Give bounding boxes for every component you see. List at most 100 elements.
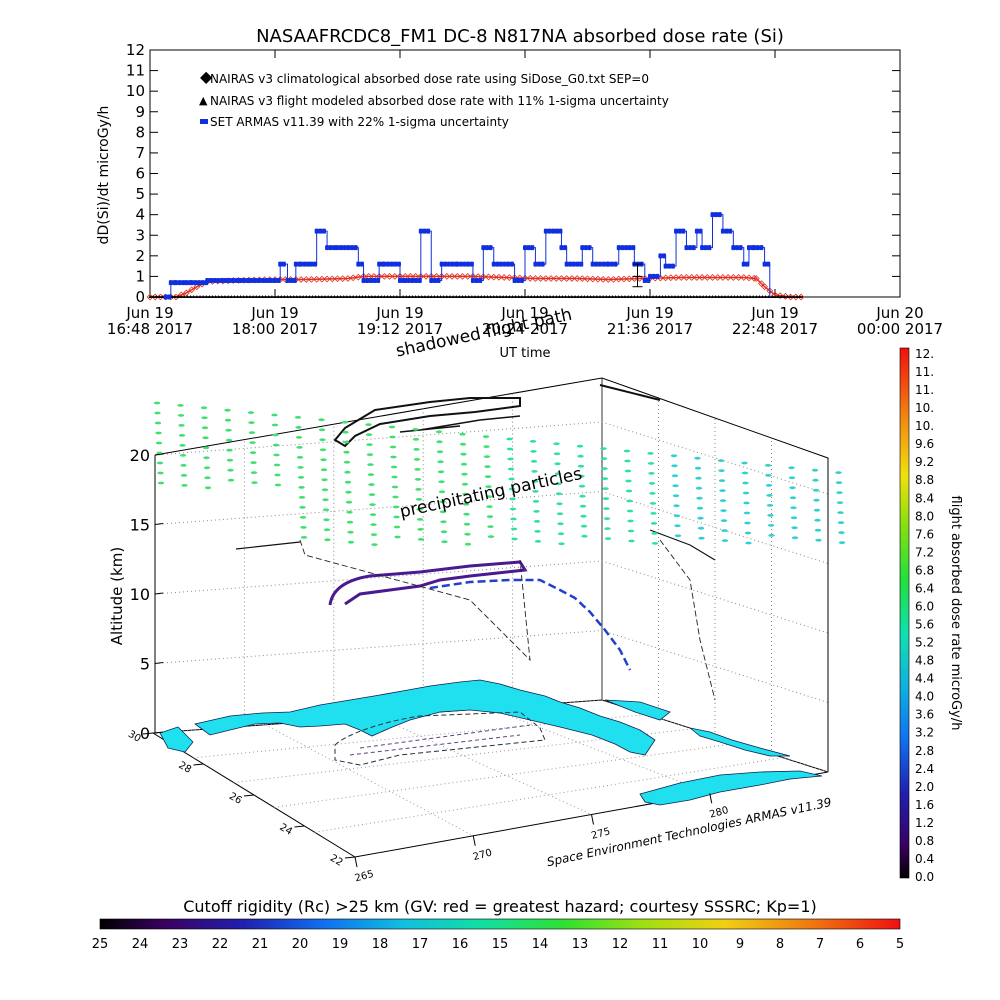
- model-point: [245, 295, 249, 298]
- model-point: [351, 295, 355, 298]
- particle-dot: [298, 496, 306, 499]
- clim-point: [318, 275, 326, 283]
- colorbar-right-tick-label: 0.0: [915, 870, 934, 884]
- armas-point: [293, 261, 298, 267]
- clim-point: [334, 275, 341, 283]
- particle-dot: [555, 492, 563, 496]
- particle-dot: [416, 508, 423, 511]
- particle-dot: [415, 488, 422, 491]
- particle-dot: [650, 522, 658, 525]
- particle-dot: [814, 528, 822, 532]
- armas-point: [738, 245, 743, 251]
- armas-point: [306, 261, 311, 267]
- model-point: [373, 295, 377, 298]
- clim-point: [193, 283, 201, 291]
- particle-dot: [322, 508, 330, 512]
- colorbar-bottom-tick-label: 13: [572, 937, 589, 952]
- particle-dot: [366, 443, 373, 446]
- particle-dot: [509, 507, 517, 511]
- particle-dot: [694, 456, 701, 460]
- model-point: [264, 295, 268, 298]
- particle-dot: [765, 484, 773, 487]
- model-point: [582, 295, 586, 298]
- y-tick-label: 0: [135, 288, 145, 306]
- model-point: [448, 295, 452, 298]
- model-point: [336, 295, 339, 298]
- particle-dot: [392, 495, 399, 499]
- armas-point: [731, 245, 736, 251]
- armas-point: [253, 278, 258, 284]
- particle-dot: [179, 444, 186, 447]
- credit-text: Space Environment Technologies ARMAS v11…: [546, 795, 833, 869]
- armas-point: [745, 261, 750, 267]
- armas-point: [342, 245, 347, 251]
- particle-dot: [321, 488, 329, 492]
- clim-point: [459, 273, 466, 280]
- clim-point: [313, 275, 321, 283]
- armas-point: [212, 278, 217, 284]
- x-tick-label-time: 18:00 2017: [232, 320, 318, 338]
- clim-point: [578, 275, 586, 283]
- model-point: [764, 295, 768, 298]
- particle-dot: [625, 479, 632, 483]
- model-point: [729, 295, 733, 298]
- longitude-tick: [591, 814, 594, 825]
- model-point: [601, 295, 605, 298]
- y-tick-label: 8: [135, 123, 145, 141]
- particle-dot: [577, 464, 585, 468]
- legend-marker-triangle: ▲: [199, 94, 208, 107]
- model-point: [648, 295, 652, 298]
- particle-dot: [627, 529, 635, 533]
- model-point: [598, 295, 602, 298]
- particle-dot: [153, 401, 161, 405]
- longitude-tick-label: 275: [590, 826, 611, 842]
- particle-dot: [533, 520, 541, 523]
- model-point: [376, 295, 380, 298]
- armas-point: [571, 261, 576, 267]
- model-point: [595, 295, 599, 298]
- particle-dot: [461, 472, 468, 476]
- armas-point: [377, 261, 382, 267]
- particle-dot: [343, 450, 350, 454]
- model-point: [482, 295, 486, 298]
- colorbar-right-ramp: [899, 347, 910, 879]
- particle-dot: [554, 472, 562, 476]
- model-point: [473, 295, 477, 298]
- clim-point: [615, 275, 623, 283]
- legend-marker-blue: [200, 119, 208, 124]
- clim-point: [505, 274, 513, 282]
- clim-point: [693, 274, 701, 281]
- particle-dot: [720, 519, 728, 522]
- clim-point: [172, 293, 180, 301]
- particle-dot: [508, 477, 515, 481]
- particle-dot: [394, 535, 401, 539]
- particle-dot: [650, 512, 657, 515]
- colorbar-bottom-label: Cutoff rigidity (Rc) >25 km (GV: red = g…: [183, 897, 817, 916]
- colorbar-bottom-tick-label: 17: [412, 937, 429, 952]
- model-point: [439, 295, 443, 298]
- clim-point: [683, 274, 690, 281]
- y-axis-label: dD(Si)/dt microGy/h: [96, 106, 112, 245]
- particle-dot: [580, 524, 588, 528]
- armas-point: [446, 261, 451, 267]
- model-point: [257, 295, 261, 298]
- armas-point: [609, 261, 614, 267]
- particle-dot: [461, 482, 469, 486]
- model-point: [739, 295, 743, 298]
- particle-dot: [510, 527, 518, 531]
- particle-dot: [157, 471, 164, 475]
- particle-dot: [764, 464, 772, 467]
- clim-point: [620, 275, 628, 283]
- particle-dot: [299, 516, 307, 519]
- y-tick-label: 5: [135, 185, 145, 203]
- particle-dot: [322, 498, 329, 502]
- model-point: [736, 295, 739, 298]
- particle-dot: [154, 421, 162, 425]
- flight-path-top-segment: [599, 384, 661, 401]
- armas-point: [410, 278, 415, 284]
- particle-dot: [439, 500, 446, 504]
- clim-point: [339, 275, 347, 282]
- clim-point: [453, 273, 461, 280]
- armas-point: [559, 245, 564, 251]
- particle-dot: [464, 542, 472, 546]
